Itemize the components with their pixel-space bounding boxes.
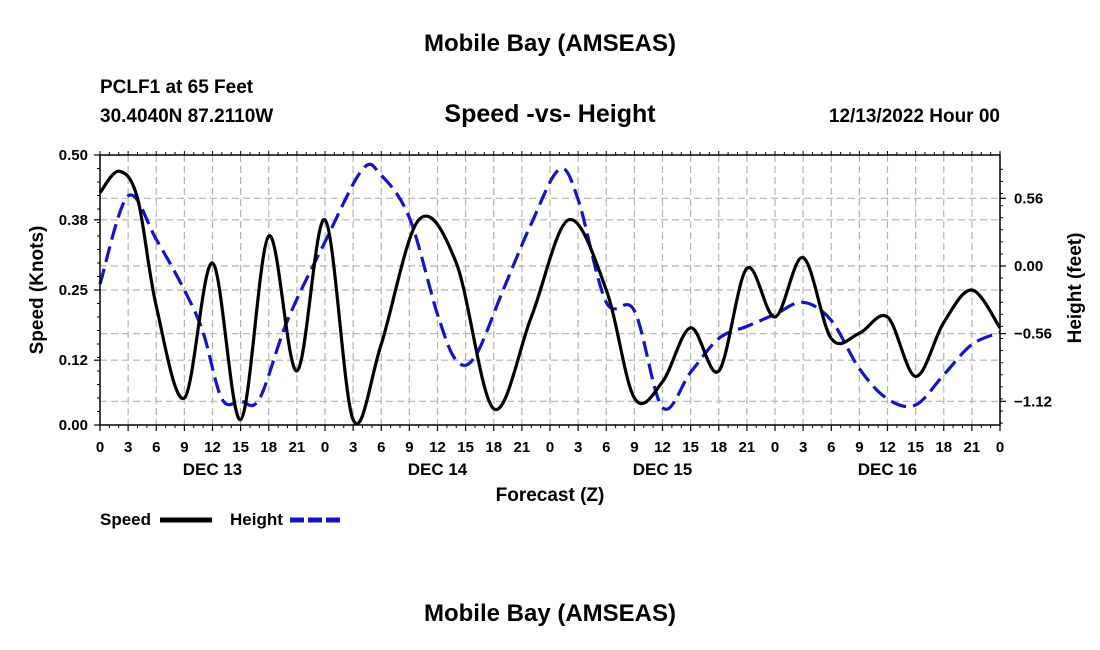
y-right-tick-label: −0.56 (1014, 326, 1052, 343)
y-right-tick-label: 0.56 (1014, 190, 1043, 207)
x-axis-title: Forecast (Z) (496, 485, 605, 506)
x-tick-label: 3 (574, 439, 582, 456)
day-label: DEC 15 (633, 460, 693, 479)
series-group (98, 162, 1002, 426)
day-label: DEC 13 (183, 460, 243, 479)
x-tick-label: 6 (602, 439, 610, 456)
y-axis-right-title: Height (feet) (1065, 233, 1086, 344)
x-tick-label: 12 (204, 439, 221, 456)
y-left-tick-label: 0.50 (59, 147, 88, 164)
y-left-tick-label: 0.12 (59, 352, 88, 369)
x-tick-label: 12 (879, 439, 896, 456)
coordinates-label: 30.4040N 87.2110W (100, 106, 274, 127)
x-tick-label: 15 (232, 439, 249, 456)
x-tick-label: 0 (321, 439, 329, 456)
x-tick-label: 18 (710, 439, 727, 456)
forecast-datetime: 12/13/2022 Hour 00 (828, 106, 1000, 127)
y-left-tick-label: 0.38 (59, 212, 88, 229)
series-speed-line (98, 169, 1002, 426)
x-tick-label: 18 (485, 439, 502, 456)
x-tick-label: 0 (996, 439, 1004, 456)
x-tick-label: 0 (771, 439, 779, 456)
x-tick-label: 3 (349, 439, 357, 456)
x-tick-label: 21 (739, 439, 756, 456)
grid-lines (100, 155, 1000, 425)
x-tick-label: 3 (124, 439, 132, 456)
x-tick-label: 6 (827, 439, 835, 456)
x-tick-label: 6 (152, 439, 160, 456)
x-tick-label: 9 (405, 439, 413, 456)
station-label: PCLF1 at 65 Feet (100, 77, 254, 98)
y-axis-left-title: Speed (Knots) (27, 226, 48, 355)
x-tick-label: 6 (377, 439, 385, 456)
footer-title: Mobile Bay (AMSEAS) (423, 600, 677, 627)
x-tick-label: 15 (457, 439, 474, 456)
x-tick-label: 9 (855, 439, 863, 456)
y-right-tick-label: 0.00 (1014, 258, 1043, 275)
legend-height-label: Height (230, 510, 283, 529)
x-tick-label: 0 (546, 439, 554, 456)
day-label: DEC 14 (408, 460, 468, 479)
x-tick-label: 21 (514, 439, 531, 456)
x-tick-label: 21 (964, 439, 981, 456)
legend: Speed Height (100, 510, 342, 529)
x-tick-label: 12 (429, 439, 446, 456)
x-tick-label: 12 (654, 439, 671, 456)
x-tick-label: 9 (180, 439, 188, 456)
x-tick-label: 15 (682, 439, 699, 456)
chart-subtitle: Speed -vs- Height (444, 100, 656, 128)
legend-speed-label: Speed (100, 510, 151, 529)
y-left-tick-label: 0.25 (59, 282, 88, 299)
x-tick-label: 18 (260, 439, 277, 456)
axes-group: 0 3 6 9 12 15 18 21 0 3 6 9 12 15 18 21 0 3 6 9 12 15 18 21 0 3 6 9… (59, 147, 1052, 479)
x-tick-label: 0 (96, 439, 104, 456)
x-tick-label: 15 (907, 439, 924, 456)
main-title: Mobile Bay (AMSEAS) (423, 30, 677, 57)
x-tick-label: 3 (799, 439, 807, 456)
day-label: DEC 16 (858, 460, 918, 479)
x-tick-label: 9 (630, 439, 638, 456)
x-tick-label: 18 (935, 439, 952, 456)
x-tick-label: 21 (289, 439, 306, 456)
y-right-tick-label: −1.12 (1014, 393, 1052, 410)
y-left-tick-label: 0.00 (59, 417, 88, 434)
